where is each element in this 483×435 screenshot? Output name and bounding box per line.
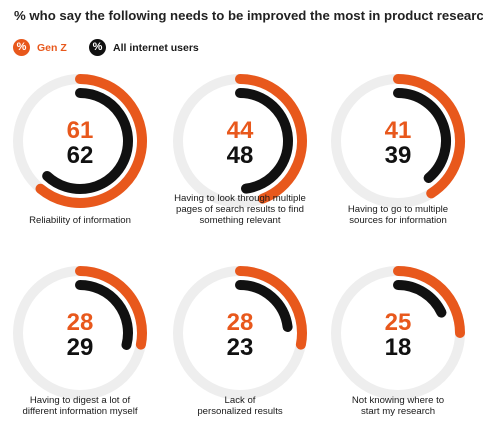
caption-line: Having to look through multiple xyxy=(174,193,306,204)
caption-line: Not knowing where to xyxy=(351,395,445,406)
all-internet-users-arc xyxy=(75,280,133,350)
gen-z-value: 44 xyxy=(227,117,254,144)
gen-z-value: 28 xyxy=(227,309,254,336)
legend-item-gen-z: % Gen Z xyxy=(13,39,67,56)
gen-z-arc xyxy=(235,74,307,204)
legend-label-all-internet-users: All internet users xyxy=(113,41,199,54)
chart-caption: Having to go to multiple sources for info… xyxy=(323,204,473,226)
legend-item-all-internet-users: % All internet users xyxy=(89,39,199,56)
legend-label-gen-z: Gen Z xyxy=(37,41,67,54)
all-internet-users-arc xyxy=(393,88,451,183)
all-internet-users-arc xyxy=(393,280,447,318)
chart-caption: Having to digest a lot of different infor… xyxy=(5,395,155,417)
all-internet-users-value: 48 xyxy=(227,142,254,169)
all-internet-users-arc xyxy=(235,280,293,332)
gen-z-arc xyxy=(235,266,307,350)
caption-line: Having to digest a lot of xyxy=(29,395,131,406)
all-internet-users-arc xyxy=(235,88,293,194)
all-internet-users-value: 39 xyxy=(385,142,412,169)
gen-z-arc xyxy=(35,74,147,208)
percent-icon: % xyxy=(13,39,30,56)
gen-z-arc xyxy=(393,266,465,338)
gen-z-arc xyxy=(75,266,147,350)
all-internet-users-arc xyxy=(42,88,133,194)
caption-line: Reliability of information xyxy=(29,215,131,226)
caption-line: Lack of xyxy=(224,395,256,406)
gen-z-value: 61 xyxy=(67,117,94,144)
caption-line: something relevant xyxy=(199,215,281,226)
caption-line: personalized results xyxy=(197,406,283,417)
all-internet-users-value: 29 xyxy=(67,334,94,361)
percent-icon: % xyxy=(89,39,106,56)
all-internet-users-value: 18 xyxy=(385,334,412,361)
caption-line: start my research xyxy=(360,406,436,417)
all-internet-users-value: 23 xyxy=(227,334,254,361)
chart-title: % who say the following needs to be impr… xyxy=(14,8,483,23)
caption-line: sources for information xyxy=(349,215,447,226)
gen-z-value: 28 xyxy=(67,309,94,336)
chart-caption: Not knowing where to start my research xyxy=(323,395,473,417)
chart-caption: Reliability of information xyxy=(5,215,155,226)
caption-line: different information myself xyxy=(22,406,138,417)
caption-line: Having to go to multiple xyxy=(347,204,449,215)
caption-line: pages of search results to find xyxy=(176,204,304,215)
chart-caption: Having to look through multiple pages of … xyxy=(165,193,315,226)
gen-z-value: 41 xyxy=(385,117,412,144)
chart-caption: Lack of personalized results xyxy=(165,395,315,417)
all-internet-users-value: 62 xyxy=(67,142,94,169)
gen-z-value: 25 xyxy=(385,309,412,336)
gen-z-arc xyxy=(393,74,465,199)
